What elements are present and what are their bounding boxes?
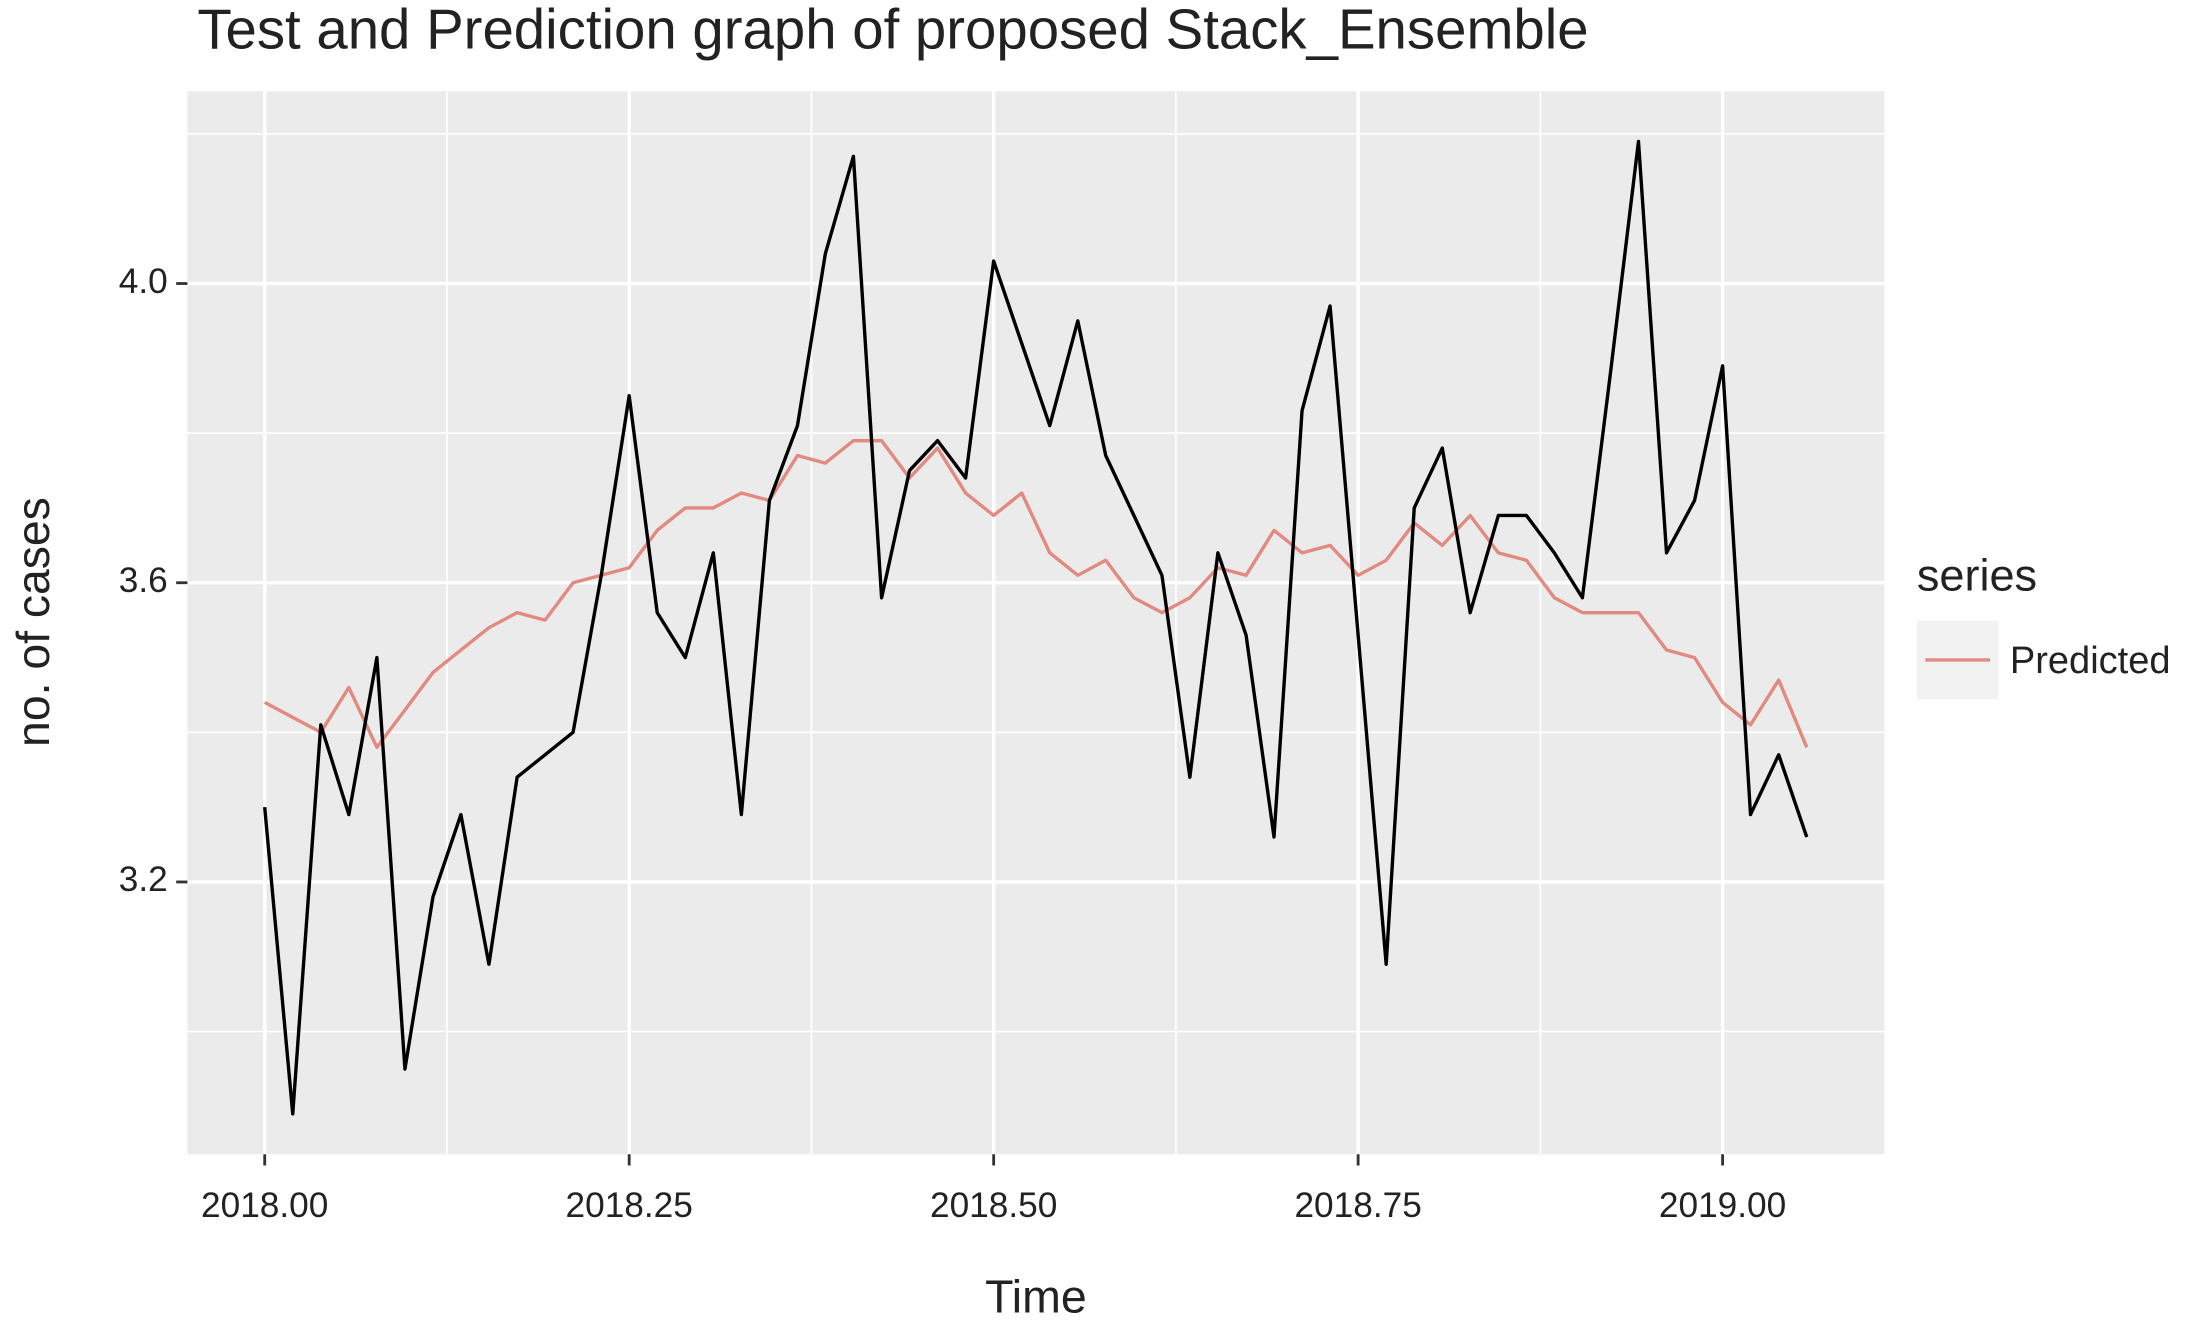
y-tick-label: 3.6 [119,561,168,600]
legend-label: Predicted [2010,640,2171,682]
series-line [263,139,1809,1116]
plot-panel [187,91,1885,1155]
chart-title: Test and Prediction graph of proposed St… [197,0,1588,61]
x-tick-label: 2018.50 [930,1186,1057,1225]
y-tick-label: 4.0 [119,262,168,301]
y-axis-label: no. of cases [7,497,59,747]
y-tick-label: 3.2 [119,860,168,899]
x-tick-label: 2019.00 [1659,1186,1786,1225]
x-tick-label: 2018.00 [201,1186,328,1225]
series-line [263,438,1809,750]
x-axis-label: Time [985,1271,1087,1323]
legend-title: series [1917,549,2037,600]
x-tick-label: 2018.75 [1294,1186,1421,1225]
x-tick-label: 2018.25 [566,1186,693,1225]
